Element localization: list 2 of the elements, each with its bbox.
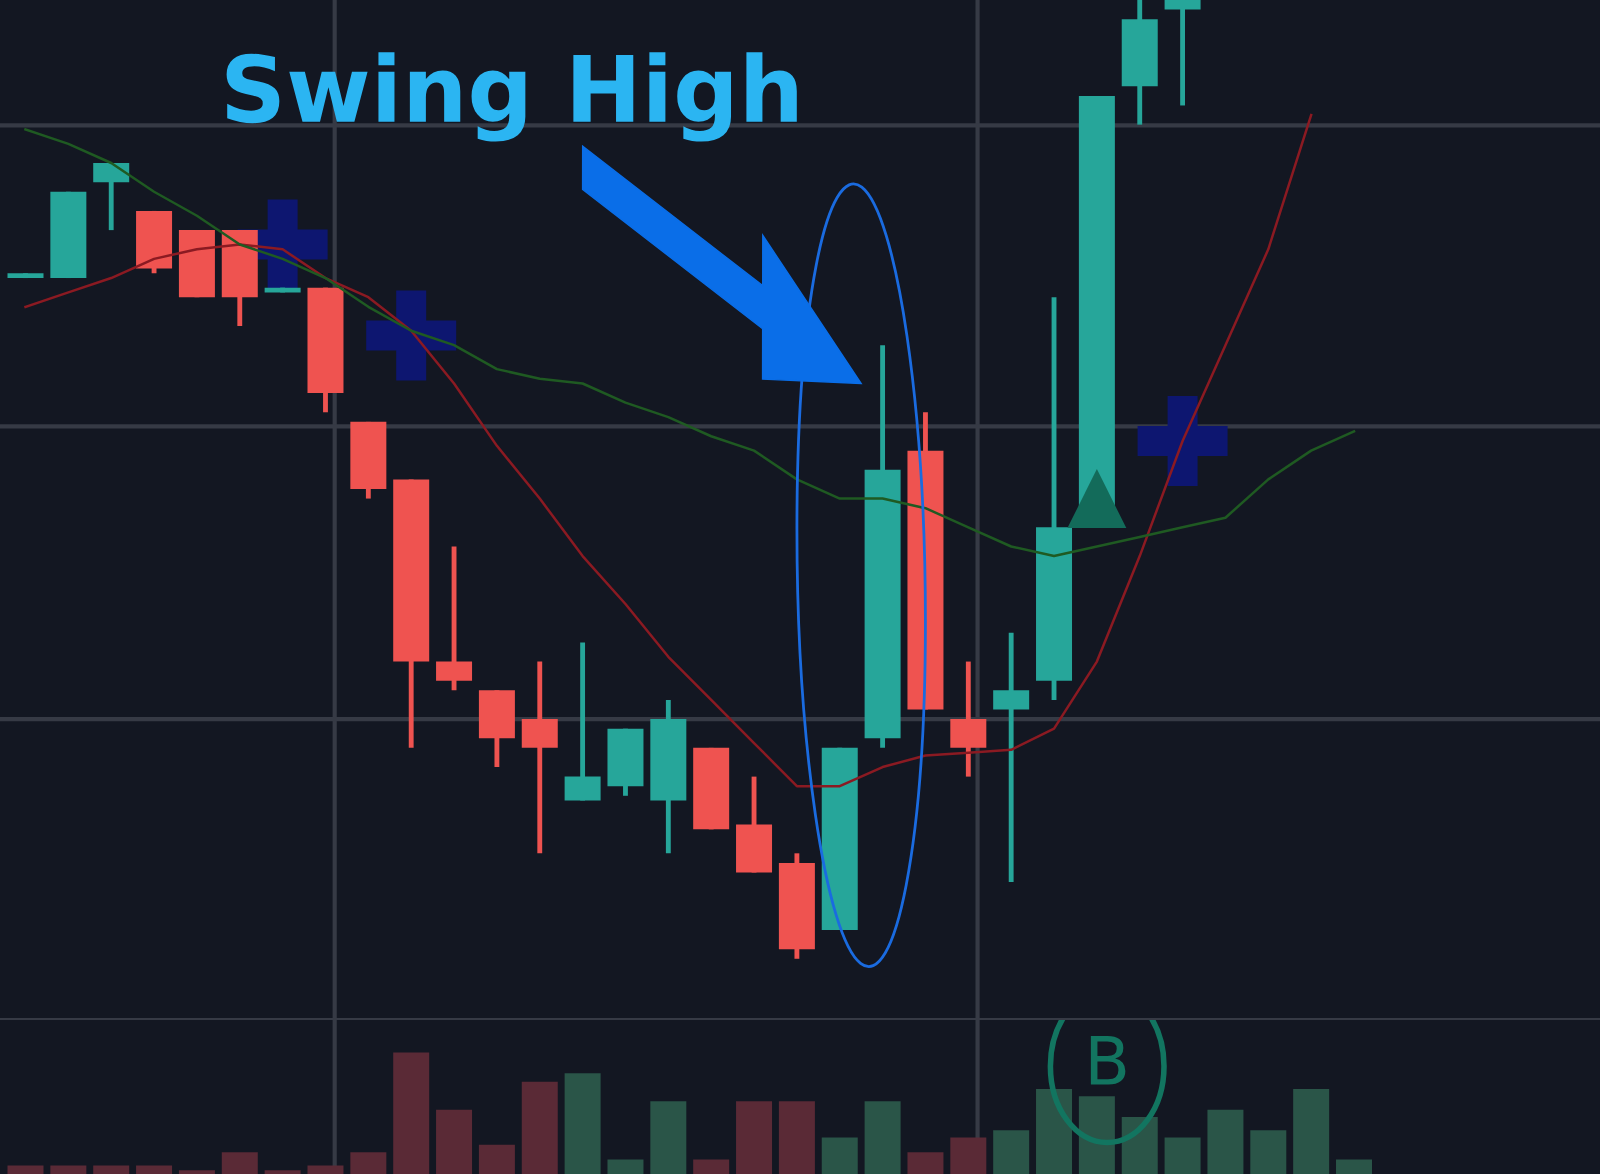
annotation: B	[1090, 1035, 1126, 1085]
annotation: Swing High	[226, 52, 797, 142]
